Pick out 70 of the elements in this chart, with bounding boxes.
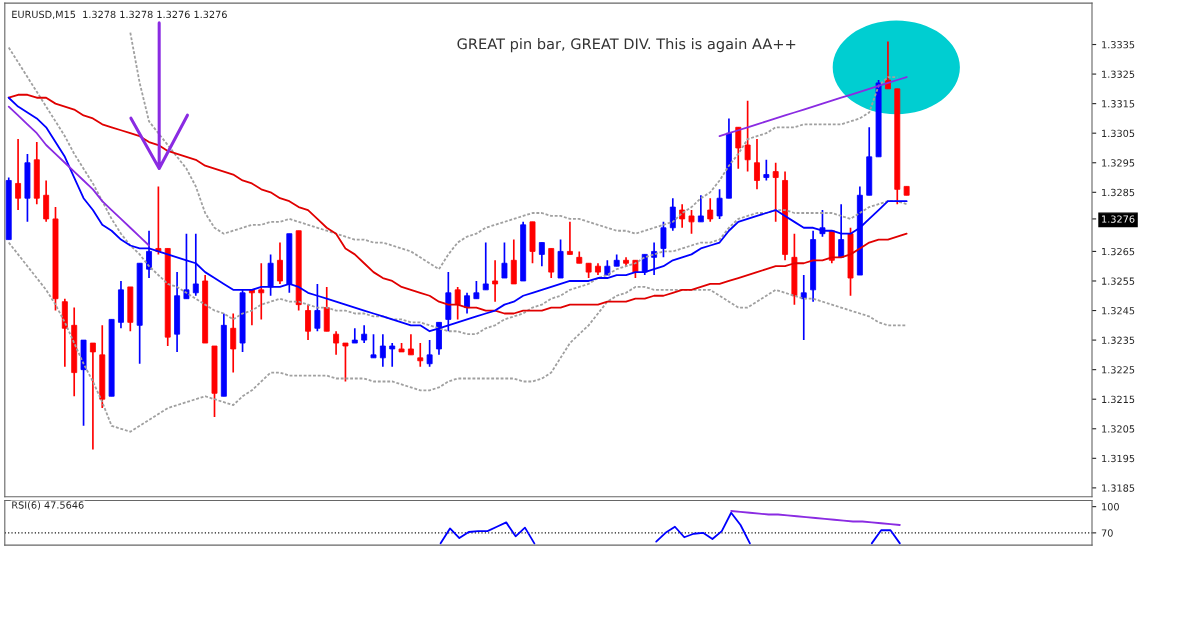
y-tick-label: 1.3255 [1102,277,1135,285]
candlestick [426,339,433,368]
candlestick [146,229,152,279]
y-tick-label: 1.3315 [1102,100,1135,108]
y-tick-label: 1.3245 [1102,307,1135,315]
candlestick [707,197,714,223]
candlestick [342,342,349,383]
candlestick [277,241,283,285]
candlestick [417,342,424,368]
candlestick [660,221,667,259]
candlestick [538,241,545,268]
candlestick [566,221,573,256]
candlestick [15,138,22,211]
candlestick [492,259,499,303]
y-tick-label: 1.3295 [1102,159,1135,167]
candlestick [763,158,770,182]
candlestick [669,197,676,232]
candlestick [716,188,723,220]
y-tick-label: 1.3276 [1102,215,1135,223]
candlestick [688,209,695,235]
candlestick [43,179,50,223]
y-tick-label: 1.3225 [1102,366,1135,374]
candlestick [230,312,237,374]
y-tick-label: 1.3325 [1102,70,1135,78]
candlestick [501,241,508,279]
candlestick [183,232,190,300]
candlestick [407,333,414,356]
line-series [439,521,536,545]
y-tick-label: 1.3205 [1102,425,1135,433]
y-tick-label: 1.3215 [1102,395,1135,404]
y-tick-label: 1.3185 [1102,484,1135,492]
candlestick [510,238,517,285]
candlestick [884,40,891,90]
candlestick [697,194,704,223]
candlestick [838,203,845,259]
candlestick [267,253,274,297]
text: EURUSD,M15 1.3278 1.3278 1.3276 1.3276 [12,10,227,20]
candlestick [754,138,760,191]
candlestick [192,232,199,297]
candlestick [800,274,807,341]
candlestick [379,333,386,368]
y-tick-label: 1.3265 [1102,247,1135,256]
y-tick-label: 70 [1101,529,1113,537]
y-tick-label: 1.3195 [1102,454,1135,463]
candlestick [454,286,461,321]
candlestick [89,342,96,451]
candlestick [305,303,311,341]
candlestick [735,126,742,170]
annotation: GREAT pin bar, GREAT DIV. This is again AA++ [457,38,796,53]
candlestick [772,161,779,223]
candlestick [548,247,555,279]
y-tick-label: 1.3235 [1102,336,1135,344]
line-series [7,241,908,433]
candlestick [819,209,826,238]
y-tick-label: 100 [1102,503,1119,511]
candlestick [464,291,470,315]
chart-title: RSI(6) 47.5646 [12,501,84,510]
candlestick [482,241,489,291]
candlestick [389,342,396,368]
y-tick-label: 1.3285 [1102,188,1135,197]
line-series [655,511,751,545]
candlestick [323,286,330,333]
line-series [730,510,901,526]
candlestick [370,333,377,359]
candlestick [744,99,751,173]
y-tick-label: 1.3335 [1102,41,1135,49]
line-series [7,105,150,247]
candlestick [258,262,265,321]
y-tick-label: 1.3305 [1102,129,1135,138]
candlestick [333,330,340,356]
